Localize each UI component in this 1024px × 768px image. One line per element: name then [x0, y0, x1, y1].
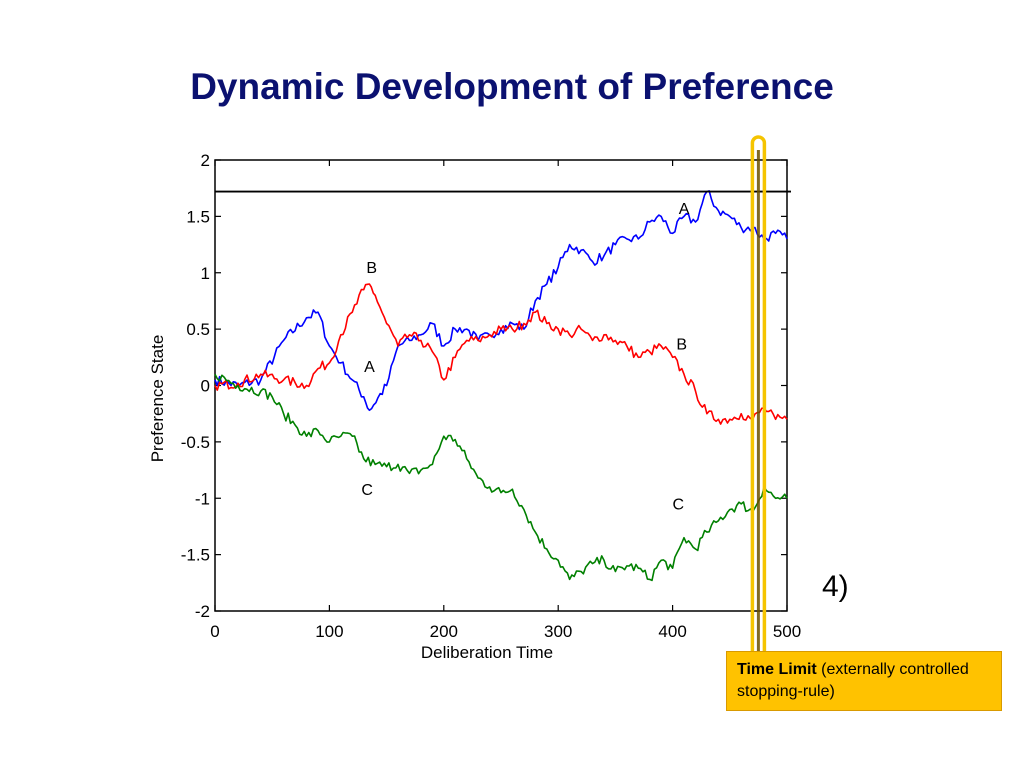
series-label: A: [679, 201, 690, 218]
x-tick-label: 400: [658, 622, 686, 641]
y-tick-label: 1.5: [186, 207, 210, 226]
series-line-a: [214, 190, 788, 412]
y-tick-label: -2: [195, 602, 210, 621]
time-limit-callout: Time Limit (externally controlled stoppi…: [726, 651, 1002, 711]
series-label: B: [366, 260, 377, 277]
series-label: B: [676, 336, 687, 353]
series-label: C: [361, 482, 373, 499]
chart-series: [214, 190, 788, 582]
y-tick-label: 2: [201, 151, 210, 170]
stray-text-fragment: 4): [822, 570, 849, 603]
slide-title: Dynamic Development of Preference: [190, 66, 834, 107]
x-axis-label: Deliberation Time: [421, 643, 553, 662]
y-axis-label: Preference State: [148, 335, 167, 463]
y-tick-label: 1: [201, 264, 210, 283]
y-tick-label: 0: [201, 377, 210, 396]
chart-annotations: A B A B C C: [361, 201, 689, 513]
y-tick-label: -1: [195, 489, 210, 508]
series-label: C: [673, 497, 685, 514]
x-tick-label: 300: [544, 622, 572, 641]
y-tick-label: -0.5: [181, 433, 210, 452]
series-label: A: [364, 359, 375, 376]
x-tick-label: 200: [430, 622, 458, 641]
chart-axes: 0 100 200 300 400 500 -2 -1.5 -1 -0.5 0 0.5 1 1.5 2 Del…: [148, 151, 801, 662]
x-tick-label: 0: [210, 622, 219, 641]
x-tick-label: 500: [773, 622, 801, 641]
series-line-b: [214, 283, 788, 425]
chart-overlay: [215, 135, 791, 659]
series-line-c: [214, 373, 788, 582]
y-tick-label: 0.5: [186, 320, 210, 339]
y-tick-label: -1.5: [181, 546, 210, 565]
x-tick-label: 100: [315, 622, 343, 641]
callout-text: (externally controlled stopping-rule): [737, 661, 969, 700]
callout-bold-text: Time Limit: [737, 661, 817, 678]
